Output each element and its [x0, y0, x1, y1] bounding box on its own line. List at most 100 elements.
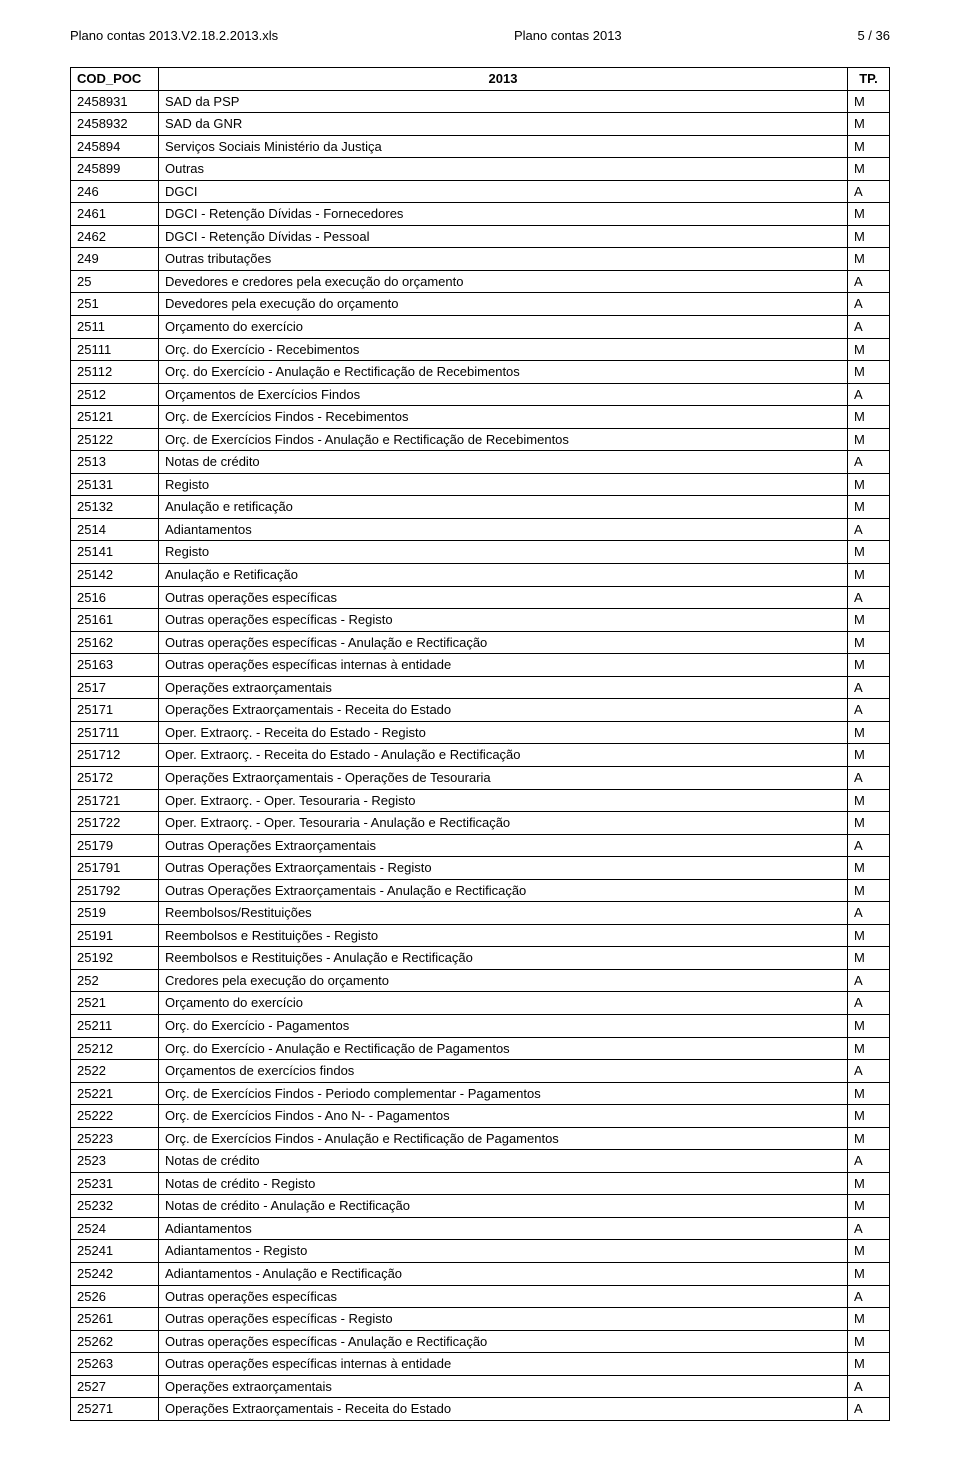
table-row: 2527Operações extraorçamentaisA: [71, 1375, 890, 1398]
table-row: 25132Anulação e retificaçãoM: [71, 496, 890, 519]
cell-desc: Registo: [159, 473, 848, 496]
table-row: 2524AdiantamentosA: [71, 1217, 890, 1240]
cell-cod: 2519: [71, 902, 159, 925]
cell-tp: M: [848, 1172, 890, 1195]
cell-desc: DGCI - Retenção Dívidas - Fornecedores: [159, 203, 848, 226]
table-row: 2513Notas de créditoA: [71, 451, 890, 474]
table-row: 25141RegistoM: [71, 541, 890, 564]
table-row: 25142Anulação e RetificaçãoM: [71, 564, 890, 587]
cell-desc: Outras Operações Extraorçamentais - Anul…: [159, 879, 848, 902]
cell-desc: Adiantamentos: [159, 518, 848, 541]
cell-cod: 25121: [71, 406, 159, 429]
table-row: 2458932SAD da GNRM: [71, 113, 890, 136]
header-filename: Plano contas 2013.V2.18.2.2013.xls: [70, 28, 278, 43]
cell-desc: Oper. Extraorç. - Receita do Estado - Re…: [159, 721, 848, 744]
table-row: 25192Reembolsos e Restituições - Anulaçã…: [71, 947, 890, 970]
table-body: 2458931SAD da PSPM2458932SAD da GNRM2458…: [71, 90, 890, 1420]
cell-cod: 2522: [71, 1060, 159, 1083]
cell-cod: 25271: [71, 1398, 159, 1421]
table-row: 251722Oper. Extraorç. - Oper. Tesouraria…: [71, 812, 890, 835]
cell-tp: M: [848, 90, 890, 113]
cell-tp: M: [848, 947, 890, 970]
table-row: 251712Oper. Extraorç. - Receita do Estad…: [71, 744, 890, 767]
cell-desc: Outras Operações Extraorçamentais - Regi…: [159, 857, 848, 880]
cell-tp: A: [848, 1285, 890, 1308]
cell-tp: M: [848, 135, 890, 158]
table-row: 25121Orç. de Exercícios Findos - Recebim…: [71, 406, 890, 429]
cell-cod: 2458931: [71, 90, 159, 113]
cell-desc: Orçamentos de exercícios findos: [159, 1060, 848, 1083]
cell-tp: A: [848, 518, 890, 541]
table-header-row: COD_POC 2013 TP.: [71, 68, 890, 91]
cell-cod: 2521: [71, 992, 159, 1015]
document-page: Plano contas 2013.V2.18.2.2013.xls Plano…: [0, 0, 960, 1461]
table-row: 25271Operações Extraorçamentais - Receit…: [71, 1398, 890, 1421]
table-row: 25211Orç. do Exercício - PagamentosM: [71, 1014, 890, 1037]
cell-tp: M: [848, 473, 890, 496]
table-row: 25131RegistoM: [71, 473, 890, 496]
cell-tp: M: [848, 609, 890, 632]
table-row: 25212Orç. do Exercício - Anulação e Rect…: [71, 1037, 890, 1060]
cell-cod: 251721: [71, 789, 159, 812]
table-row: 25112Orç. do Exercício - Anulação e Rect…: [71, 361, 890, 384]
table-row: 25222Orç. de Exercícios Findos - Ano N- …: [71, 1105, 890, 1128]
table-row: 25179Outras Operações ExtraorçamentaisA: [71, 834, 890, 857]
cell-desc: Operações Extraorçamentais - Operações d…: [159, 766, 848, 789]
cell-cod: 249: [71, 248, 159, 271]
cell-tp: M: [848, 496, 890, 519]
table-row: 25242Adiantamentos - Anulação e Rectific…: [71, 1262, 890, 1285]
cell-desc: Outras Operações Extraorçamentais: [159, 834, 848, 857]
table-row: 25231Notas de crédito - RegistoM: [71, 1172, 890, 1195]
cell-tp: A: [848, 1060, 890, 1083]
cell-desc: Adiantamentos: [159, 1217, 848, 1240]
table-row: 245899OutrasM: [71, 158, 890, 181]
cell-desc: Outras: [159, 158, 848, 181]
cell-tp: A: [848, 1375, 890, 1398]
table-row: 2458931SAD da PSPM: [71, 90, 890, 113]
cell-tp: M: [848, 789, 890, 812]
cell-desc: Operações extraorçamentais: [159, 1375, 848, 1398]
cell-tp: A: [848, 992, 890, 1015]
cell-tp: M: [848, 1353, 890, 1376]
cell-tp: M: [848, 203, 890, 226]
cell-cod: 25132: [71, 496, 159, 519]
cell-tp: A: [848, 1398, 890, 1421]
cell-cod: 25122: [71, 428, 159, 451]
cell-tp: A: [848, 834, 890, 857]
cell-cod: 2514: [71, 518, 159, 541]
cell-desc: SAD da GNR: [159, 113, 848, 136]
cell-desc: Orçamento do exercício: [159, 316, 848, 339]
cell-cod: 251: [71, 293, 159, 316]
cell-cod: 2524: [71, 1217, 159, 1240]
cell-cod: 2527: [71, 1375, 159, 1398]
col-header-desc: 2013: [159, 68, 848, 91]
header-page-number: 5 / 36: [857, 28, 890, 43]
cell-desc: Outras operações específicas internas à …: [159, 1353, 848, 1376]
cell-cod: 25242: [71, 1262, 159, 1285]
table-row: 25262Outras operações específicas - Anul…: [71, 1330, 890, 1353]
col-header-tp: TP.: [848, 68, 890, 91]
cell-cod: 25231: [71, 1172, 159, 1195]
table-row: 252Credores pela execução do orçamentoA: [71, 969, 890, 992]
cell-desc: Orç. de Exercícios Findos - Recebimentos: [159, 406, 848, 429]
cell-cod: 2517: [71, 676, 159, 699]
cell-tp: A: [848, 383, 890, 406]
table-row: 25232Notas de crédito - Anulação e Recti…: [71, 1195, 890, 1218]
table-row: 251Devedores pela execução do orçamentoA: [71, 293, 890, 316]
cell-cod: 2458932: [71, 113, 159, 136]
cell-tp: M: [848, 1127, 890, 1150]
cell-cod: 2526: [71, 1285, 159, 1308]
cell-cod: 2511: [71, 316, 159, 339]
cell-tp: M: [848, 248, 890, 271]
table-row: 25111Orç. do Exercício - RecebimentosM: [71, 338, 890, 361]
cell-tp: A: [848, 676, 890, 699]
table-row: 2526Outras operações específicasA: [71, 1285, 890, 1308]
cell-tp: A: [848, 699, 890, 722]
table-row: 25221Orç. de Exercícios Findos - Periodo…: [71, 1082, 890, 1105]
cell-desc: DGCI: [159, 180, 848, 203]
cell-cod: 25: [71, 270, 159, 293]
cell-cod: 25163: [71, 654, 159, 677]
cell-tp: M: [848, 1195, 890, 1218]
cell-desc: Operações extraorçamentais: [159, 676, 848, 699]
cell-tp: M: [848, 1082, 890, 1105]
